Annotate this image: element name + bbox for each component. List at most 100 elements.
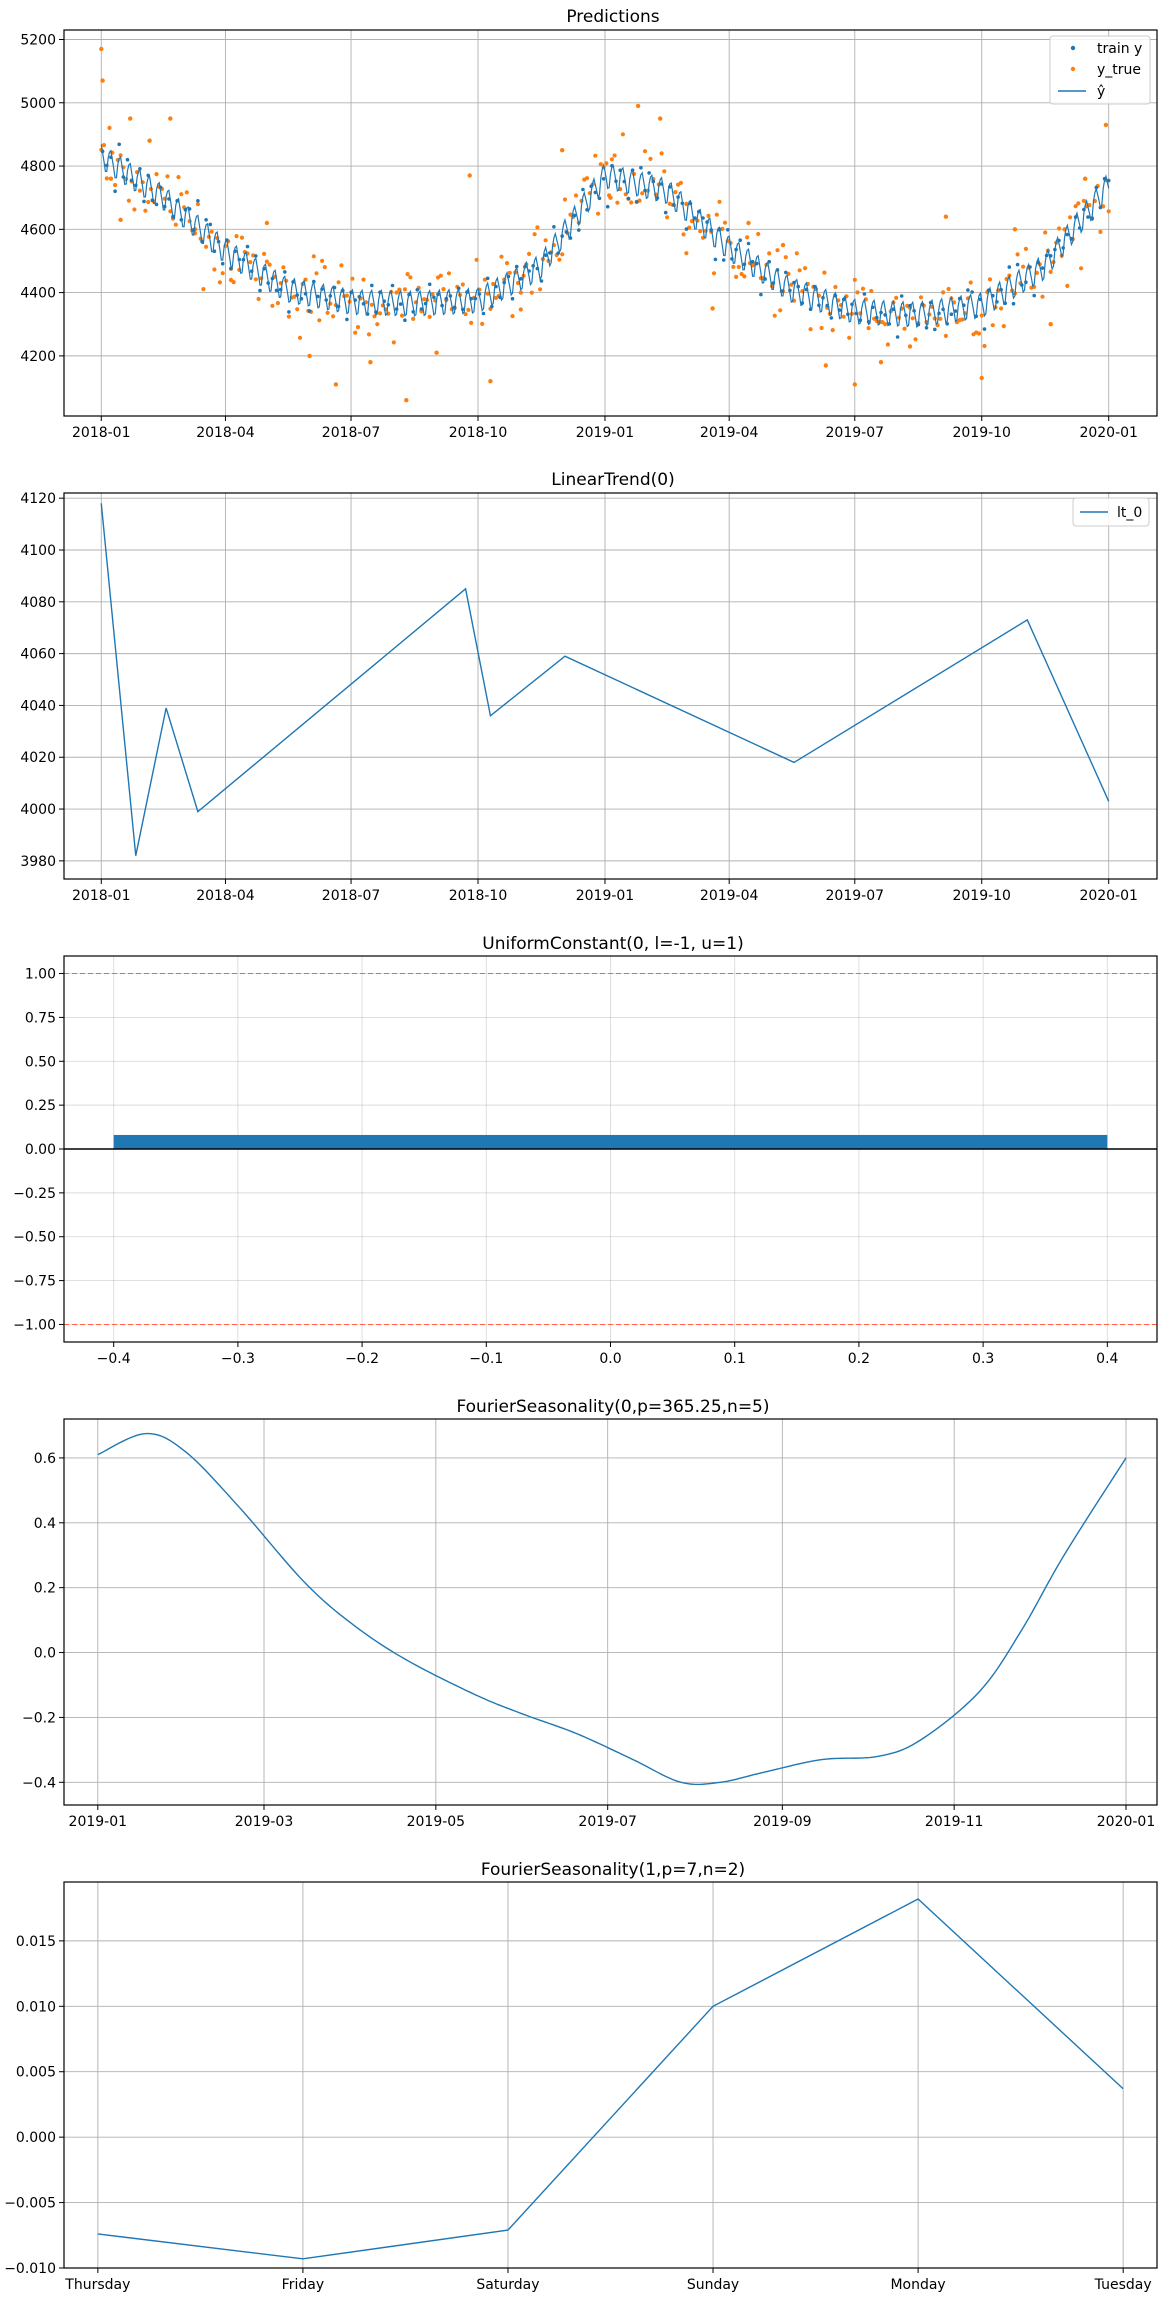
y-true-point bbox=[560, 252, 565, 257]
y-true-point bbox=[979, 313, 984, 318]
y-true-point bbox=[794, 251, 799, 256]
train-y-point bbox=[548, 251, 552, 255]
y-tick-label: 4000 bbox=[20, 802, 56, 818]
y-true-point bbox=[314, 271, 319, 276]
linear-trend-panel: LinearTrend(0) 2018-01 2018-04 2018-07 2018… bbox=[20, 470, 1158, 904]
y-tick-label: 0.2 bbox=[34, 1581, 56, 1597]
y-true-point bbox=[822, 270, 827, 275]
legend-label-lt0: lt_0 bbox=[1117, 505, 1142, 521]
uniform-constant-panel: UniformConstant(0, l=-1, u=1) −0.4 −0.3 −0… bbox=[13, 934, 1158, 1367]
y-true-point bbox=[270, 303, 275, 308]
y-true-point bbox=[968, 280, 973, 285]
train-y-point bbox=[970, 290, 974, 294]
y-tick-label: 4060 bbox=[20, 647, 56, 663]
y-true-point bbox=[976, 331, 982, 336]
x-tick-label: 2019-10 bbox=[952, 425, 1011, 441]
train-y-point bbox=[634, 200, 639, 204]
plot-frame bbox=[63, 1881, 1158, 2269]
y-true-point bbox=[673, 190, 678, 195]
y-true-point bbox=[344, 293, 349, 298]
legend-box bbox=[1072, 497, 1150, 527]
train-y-point bbox=[370, 283, 374, 288]
y-true-point bbox=[488, 379, 493, 384]
y-true-point bbox=[320, 258, 325, 263]
y-true-point bbox=[640, 191, 645, 196]
y-true-point bbox=[118, 153, 123, 158]
chart-title: UniformConstant(0, l=-1, u=1) bbox=[482, 934, 743, 954]
y-true-point bbox=[609, 157, 615, 162]
y-true-point bbox=[355, 325, 361, 330]
y-true-point bbox=[239, 235, 245, 240]
y-true-point bbox=[491, 281, 496, 287]
x-tick-label: Tuesday bbox=[1094, 2277, 1152, 2293]
x-tick-label: −0.4 bbox=[97, 1351, 131, 1367]
y-true-point bbox=[608, 195, 613, 200]
y-true-point bbox=[460, 282, 465, 287]
y-tick-label: 0.000 bbox=[16, 2130, 56, 2146]
y-tick-label: 0.75 bbox=[25, 1010, 56, 1026]
y-true-point bbox=[368, 360, 373, 365]
train-y-point bbox=[862, 292, 867, 296]
x-tick-label: 0.3 bbox=[972, 1351, 994, 1367]
y-true-point bbox=[902, 326, 907, 331]
y-true-point bbox=[331, 314, 336, 319]
y-true-point bbox=[783, 255, 788, 260]
train-y-point bbox=[1015, 262, 1020, 267]
y-true-point bbox=[466, 307, 471, 312]
plot-area bbox=[97, 1432, 1127, 1786]
y-true-point bbox=[878, 360, 884, 365]
y-true-point bbox=[987, 277, 993, 282]
y-tick-label: 4200 bbox=[20, 349, 56, 365]
y-true-point bbox=[620, 132, 626, 137]
y-true-point bbox=[562, 197, 568, 202]
y-axis: 4200 4400 4600 4800 5000 5200 bbox=[20, 32, 64, 365]
legend-marker-y-true bbox=[1070, 66, 1076, 72]
x-tick-label: 2018-01 bbox=[72, 425, 131, 441]
y-true-point bbox=[1012, 227, 1018, 232]
y-true-point bbox=[943, 333, 949, 338]
y-true-point bbox=[405, 272, 410, 277]
train-y-point bbox=[307, 309, 312, 313]
grid bbox=[64, 1419, 1157, 1805]
y-true-point bbox=[262, 251, 267, 256]
train-y-point bbox=[539, 279, 544, 283]
bar bbox=[113, 1134, 1108, 1149]
y-true-point bbox=[104, 176, 109, 181]
y-true-point bbox=[869, 288, 874, 294]
train-y-point bbox=[759, 292, 763, 297]
x-tick-label: 2019-04 bbox=[700, 425, 759, 441]
y-true-point bbox=[485, 291, 490, 296]
train-y-point bbox=[684, 227, 689, 231]
y-true-point bbox=[778, 308, 783, 313]
x-tick-label: 2020-01 bbox=[1097, 1814, 1156, 1830]
y-true-point bbox=[852, 277, 857, 282]
y-tick-label: 3980 bbox=[20, 854, 56, 870]
train-y-point bbox=[1011, 301, 1016, 306]
y-true-point bbox=[253, 277, 258, 282]
y-true-point bbox=[184, 190, 189, 195]
y-true-point bbox=[369, 302, 374, 307]
y-true-point bbox=[789, 282, 794, 287]
y-true-point bbox=[499, 254, 504, 259]
y-true-point bbox=[678, 180, 684, 185]
y-true-point bbox=[311, 254, 316, 259]
chart-title: FourierSeasonality(0,p=365.25,n=5) bbox=[456, 1397, 769, 1417]
y-true-point bbox=[107, 125, 112, 130]
y-tick-label: 4080 bbox=[20, 595, 56, 611]
y-true-point bbox=[883, 322, 888, 327]
train-y-point bbox=[316, 294, 320, 299]
x-tick-label: 0.2 bbox=[848, 1351, 870, 1367]
train-y-point bbox=[895, 335, 900, 339]
y-tick-label: 0.25 bbox=[25, 1098, 56, 1114]
y-true-point bbox=[635, 103, 641, 109]
y-true-point bbox=[441, 287, 446, 292]
x-tick-label: −0.1 bbox=[469, 1351, 503, 1367]
y-tick-label: −0.005 bbox=[4, 2196, 56, 2212]
y-true-point bbox=[584, 176, 590, 181]
y-tick-label: 4100 bbox=[20, 543, 56, 559]
y-true-point bbox=[469, 320, 474, 325]
train-y-point bbox=[1065, 232, 1070, 237]
y-true-point bbox=[775, 248, 780, 253]
y-true-point bbox=[532, 232, 537, 237]
y-tick-label: −0.50 bbox=[13, 1230, 56, 1246]
